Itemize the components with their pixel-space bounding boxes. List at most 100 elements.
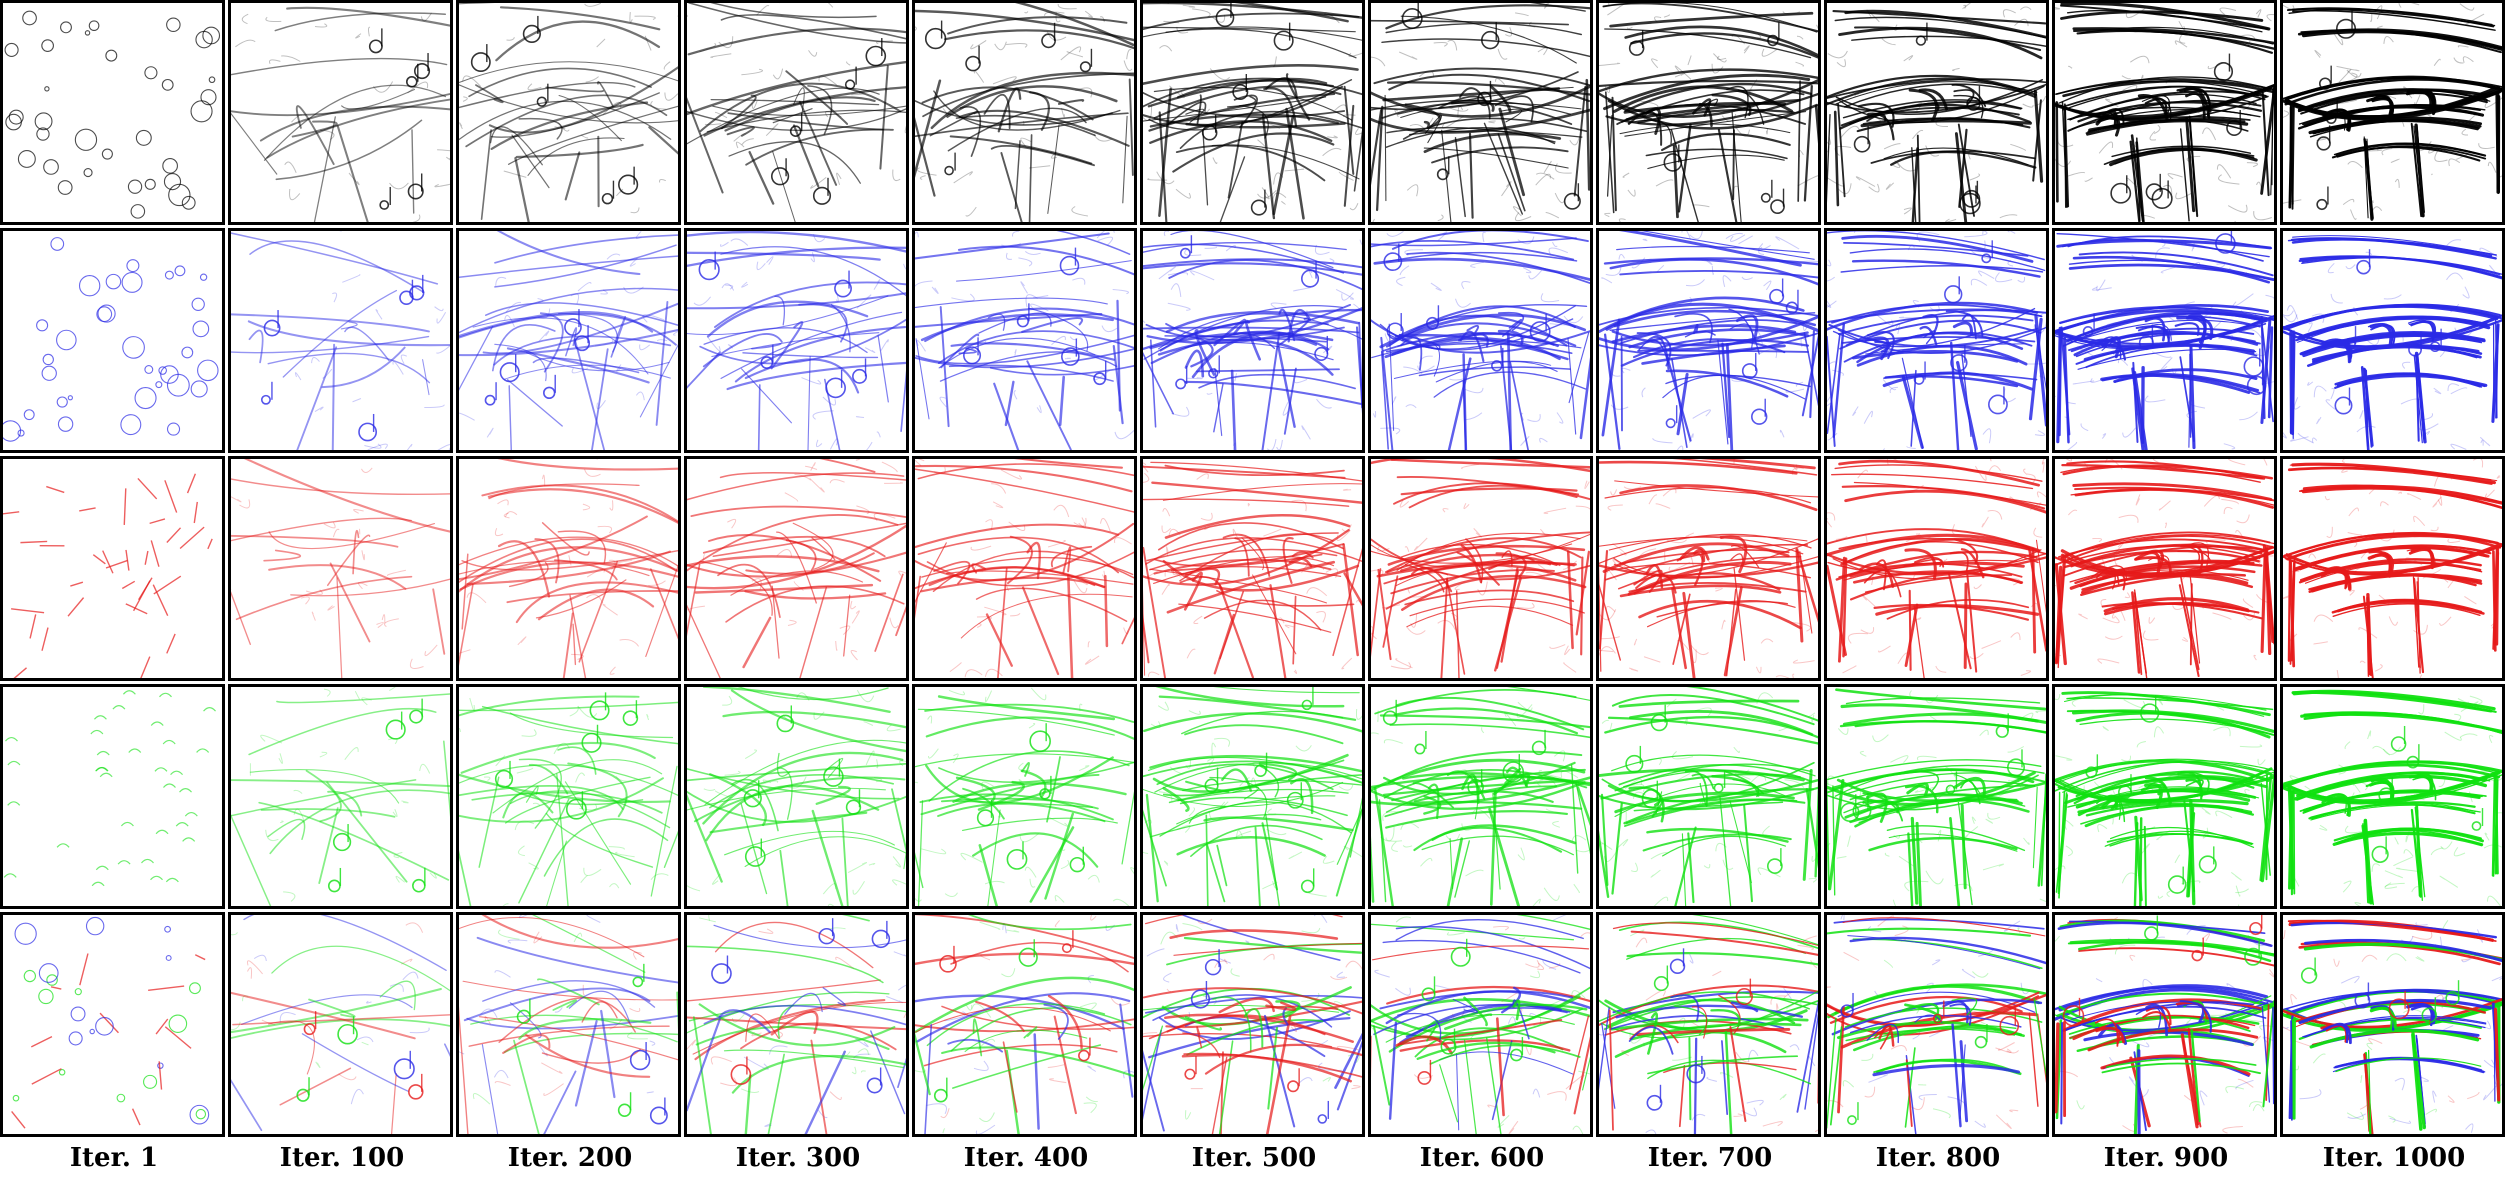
panel-border	[1824, 912, 2049, 1137]
iteration-label-1: Iter. 1	[69, 1143, 159, 1173]
panel-border	[1824, 456, 2049, 681]
panel-border	[684, 228, 909, 453]
sketch-panel	[456, 228, 681, 453]
panel-border	[228, 228, 453, 453]
sketch-panel	[1596, 0, 1821, 225]
iteration-label-300: Iter. 300	[735, 1143, 861, 1173]
sketch-panel	[228, 0, 453, 225]
panel-border	[2052, 0, 2277, 225]
sketch-panel	[456, 684, 681, 909]
sketch-panel	[1596, 228, 1821, 453]
panel-border	[2280, 228, 2505, 453]
panel-border	[2052, 228, 2277, 453]
sketch-panel	[456, 0, 681, 225]
iteration-label-100: Iter. 100	[279, 1143, 405, 1173]
sketch-panel	[1596, 456, 1821, 681]
sketch-panel	[1140, 228, 1365, 453]
panel-border	[912, 228, 1137, 453]
sketch-panel	[912, 0, 1137, 225]
iteration-label-600: Iter. 600	[1419, 1143, 1545, 1173]
panel-border	[912, 912, 1137, 1137]
sketch-panel	[1824, 684, 2049, 909]
sketch-panel	[684, 912, 909, 1137]
panel-border	[1140, 228, 1365, 453]
panel-border	[1824, 228, 2049, 453]
panel-border	[456, 912, 681, 1137]
sketch-panel	[228, 684, 453, 909]
sketch-panel	[912, 912, 1137, 1137]
sketch-panel	[2280, 0, 2505, 225]
panel-border	[1596, 684, 1821, 909]
panel-border	[0, 456, 225, 681]
sketch-panel	[1140, 0, 1365, 225]
panel-border	[1368, 684, 1593, 909]
sketch-panel	[2280, 912, 2505, 1137]
sketch-panel	[1140, 456, 1365, 681]
sketch-panel	[0, 0, 225, 225]
panel-border	[1824, 684, 2049, 909]
iteration-label-700: Iter. 700	[1647, 1143, 1773, 1173]
sketch-panel	[912, 684, 1137, 909]
panel-border	[1140, 0, 1365, 225]
panel-border	[228, 912, 453, 1137]
panel-border	[2280, 684, 2505, 909]
sketch-panel	[0, 228, 225, 453]
panel-border	[684, 912, 909, 1137]
sketch-panel	[1596, 684, 1821, 909]
sketch-panel	[1596, 912, 1821, 1137]
sketch-panel	[684, 0, 909, 225]
sketch-panel	[2052, 912, 2277, 1137]
iteration-label-500: Iter. 500	[1191, 1143, 1317, 1173]
sketch-panel	[1824, 456, 2049, 681]
panel-border	[228, 456, 453, 681]
panel-border	[2280, 456, 2505, 681]
sketch-panel	[912, 456, 1137, 681]
panel-border	[1368, 456, 1593, 681]
sketch-panel	[2052, 228, 2277, 453]
panel-border	[1596, 912, 1821, 1137]
sketch-panel	[1824, 0, 2049, 225]
sketch-panel	[2052, 0, 2277, 225]
sketch-panel	[1140, 912, 1365, 1137]
iteration-label-200: Iter. 200	[507, 1143, 633, 1173]
sketch-panel	[456, 912, 681, 1137]
sketch-panel	[1824, 912, 2049, 1137]
panel-border	[912, 456, 1137, 681]
panel-border	[0, 228, 225, 453]
panel-border	[456, 228, 681, 453]
sketch-panel	[684, 456, 909, 681]
panel-border	[912, 0, 1137, 225]
panel-border	[0, 912, 225, 1137]
panel-border	[228, 0, 453, 225]
panel-border	[1596, 0, 1821, 225]
panel-border	[456, 0, 681, 225]
sketch-panel	[0, 912, 225, 1137]
sketch-panel	[1368, 0, 1593, 225]
panel-border	[1824, 0, 2049, 225]
panel-border	[1368, 912, 1593, 1137]
iteration-labels: Iter. 1 Iter. 100 Iter. 200 Iter. 300 It…	[0, 1138, 2508, 1178]
sketch-panel	[1824, 228, 2049, 453]
panel-border	[2280, 912, 2505, 1137]
panel-border	[1596, 456, 1821, 681]
panel-border	[912, 684, 1137, 909]
sketch-panel	[2280, 228, 2505, 453]
sketch-panel	[456, 456, 681, 681]
sketch-panel	[684, 228, 909, 453]
panel-border	[2280, 0, 2505, 225]
sketch-panel	[228, 228, 453, 453]
iteration-label-900: Iter. 900	[2103, 1143, 2229, 1173]
sketch-panel	[0, 684, 225, 909]
panel-border	[1368, 0, 1593, 225]
sketch-panel	[912, 228, 1137, 453]
sketch-panel	[228, 912, 453, 1137]
panel-border	[2052, 456, 2277, 681]
sketch-panel	[1140, 684, 1365, 909]
panel-border	[684, 456, 909, 681]
sketch-panel	[228, 456, 453, 681]
panel-border	[1140, 684, 1365, 909]
sketch-panel	[2052, 456, 2277, 681]
panel-border	[1596, 228, 1821, 453]
panel-border	[456, 684, 681, 909]
